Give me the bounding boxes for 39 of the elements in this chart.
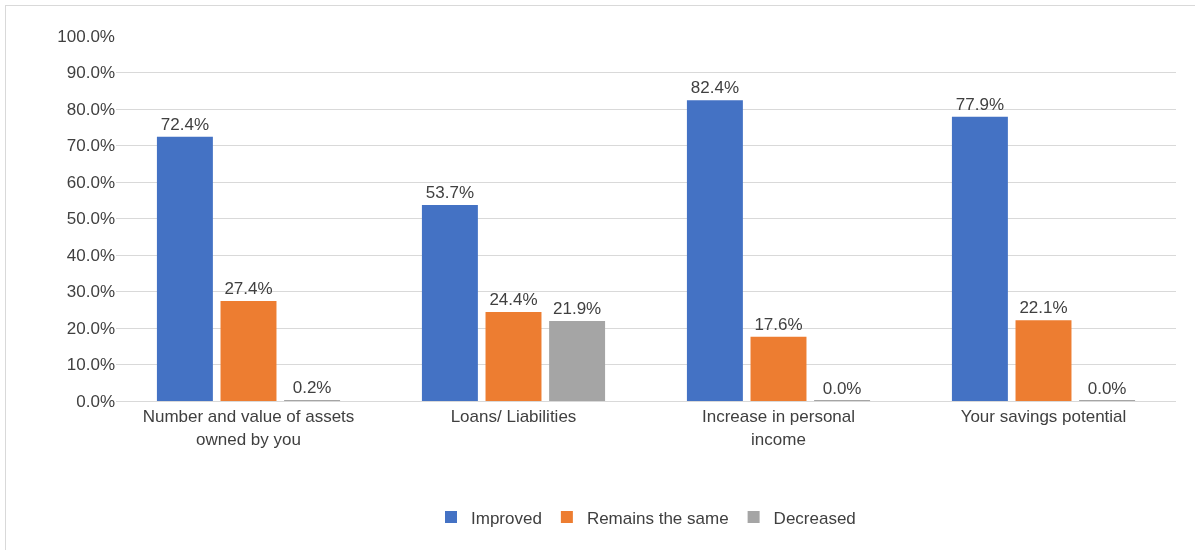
y-tick-label: 90.0% (66, 63, 115, 83)
bar (485, 311, 542, 401)
bar (549, 321, 606, 401)
data-label: 53.7% (425, 183, 474, 202)
bar (750, 336, 807, 401)
y-tick-label: 0.0% (76, 391, 115, 411)
data-label: 27.4% (224, 278, 273, 298)
data-label: 72.4% (160, 114, 209, 134)
y-tick-label: 20.0% (66, 318, 115, 338)
data-label: 0.0% (1087, 379, 1127, 398)
bar (951, 116, 1008, 401)
x-tick-label: Loans/ Liabilities (450, 407, 577, 427)
y-tick-label: 40.0% (66, 245, 115, 265)
data-label: 0.2% (292, 378, 332, 397)
data-label: 77.9% (955, 94, 1004, 114)
x-tick-label: Your savings potential (960, 407, 1127, 427)
bar (220, 300, 277, 401)
data-label: 21.9% (553, 299, 602, 319)
bar (1015, 320, 1072, 401)
legend-label: Remains the same (586, 508, 729, 528)
bar (421, 205, 478, 401)
data-label: 24.4% (489, 289, 538, 309)
y-tick-label: 10.0% (66, 355, 115, 375)
bar (156, 136, 213, 401)
data-label: 22.1% (1019, 298, 1068, 318)
y-tick-label: 70.0% (66, 136, 115, 156)
y-tick-label: 100.0% (57, 26, 115, 46)
x-tick-label: Increase in personal income (701, 407, 856, 449)
y-tick-label: 60.0% (66, 172, 115, 192)
data-label: 0.0% (822, 379, 862, 398)
data-label: 82.4% (690, 78, 739, 98)
x-tick-label: Number and value of assets owned by you (142, 407, 355, 449)
bar (686, 100, 743, 401)
legend-label: Improved (471, 508, 542, 528)
legend-label: Decreased (773, 508, 856, 528)
y-tick-label: 30.0% (66, 282, 115, 302)
y-tick-label: 80.0% (66, 99, 115, 119)
y-tick-label: 50.0% (66, 209, 115, 229)
data-label: 17.6% (754, 314, 803, 334)
